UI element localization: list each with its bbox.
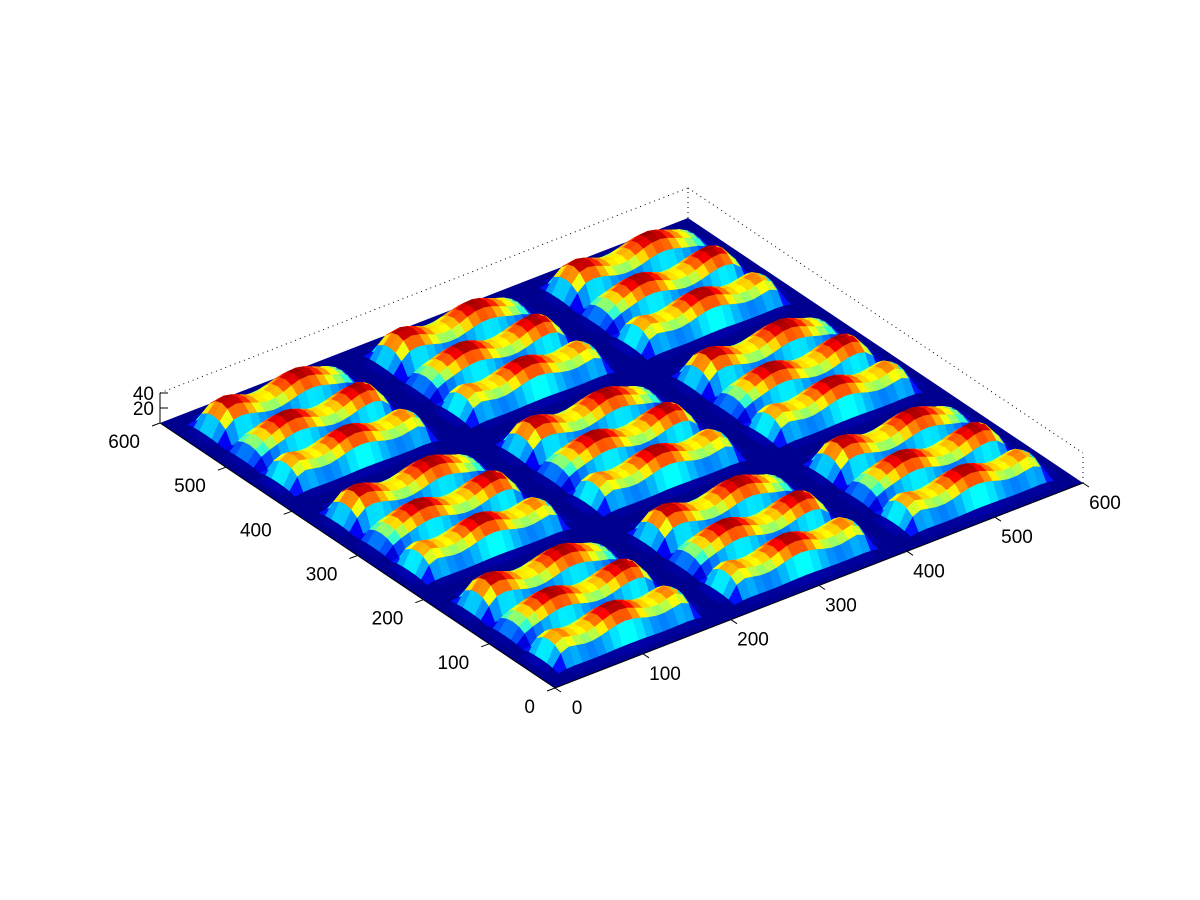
surface [160,218,1083,688]
x-tick-mark [906,550,914,556]
y-tick-label: 100 [437,653,469,674]
x-tick-mark [994,516,1002,522]
y-tick-mark [415,599,424,604]
y-tick-mark [151,422,161,427]
y-tick-mark [546,687,556,692]
x-tick-mark [818,585,826,590]
x-tick-label: 0 [572,698,583,719]
y-tick-mark [217,466,227,471]
x-tick-mark [1082,482,1090,488]
surface-patch [431,440,447,449]
y-tick-label: 200 [372,609,404,630]
z-tick-label: 40 [133,384,154,405]
surface-patch [433,433,449,442]
surface-patch [607,372,623,381]
surface-patch [609,365,625,373]
y-tick-mark [283,510,292,515]
x-tick-mark [554,687,562,693]
y-tick-label: 400 [240,520,272,541]
x-tick-label: 400 [913,561,945,582]
x-tick-mark [730,619,738,625]
surface-patch [783,303,799,312]
x-tick-mark [642,653,650,659]
y-tick-label: 0 [524,697,535,718]
y-tick-label: 600 [108,432,140,453]
x-tick-label: 300 [825,596,857,617]
y-tick-label: 300 [306,565,338,586]
x-tick-label: 600 [1089,493,1121,514]
y-tick-mark [349,555,358,559]
x-tick-label: 200 [737,630,769,651]
y-tick-mark [480,643,490,648]
surface-patch [785,297,801,305]
y-tick-label: 500 [174,476,206,497]
x-tick-label: 500 [1001,527,1033,548]
x-tick-label: 100 [649,664,681,685]
